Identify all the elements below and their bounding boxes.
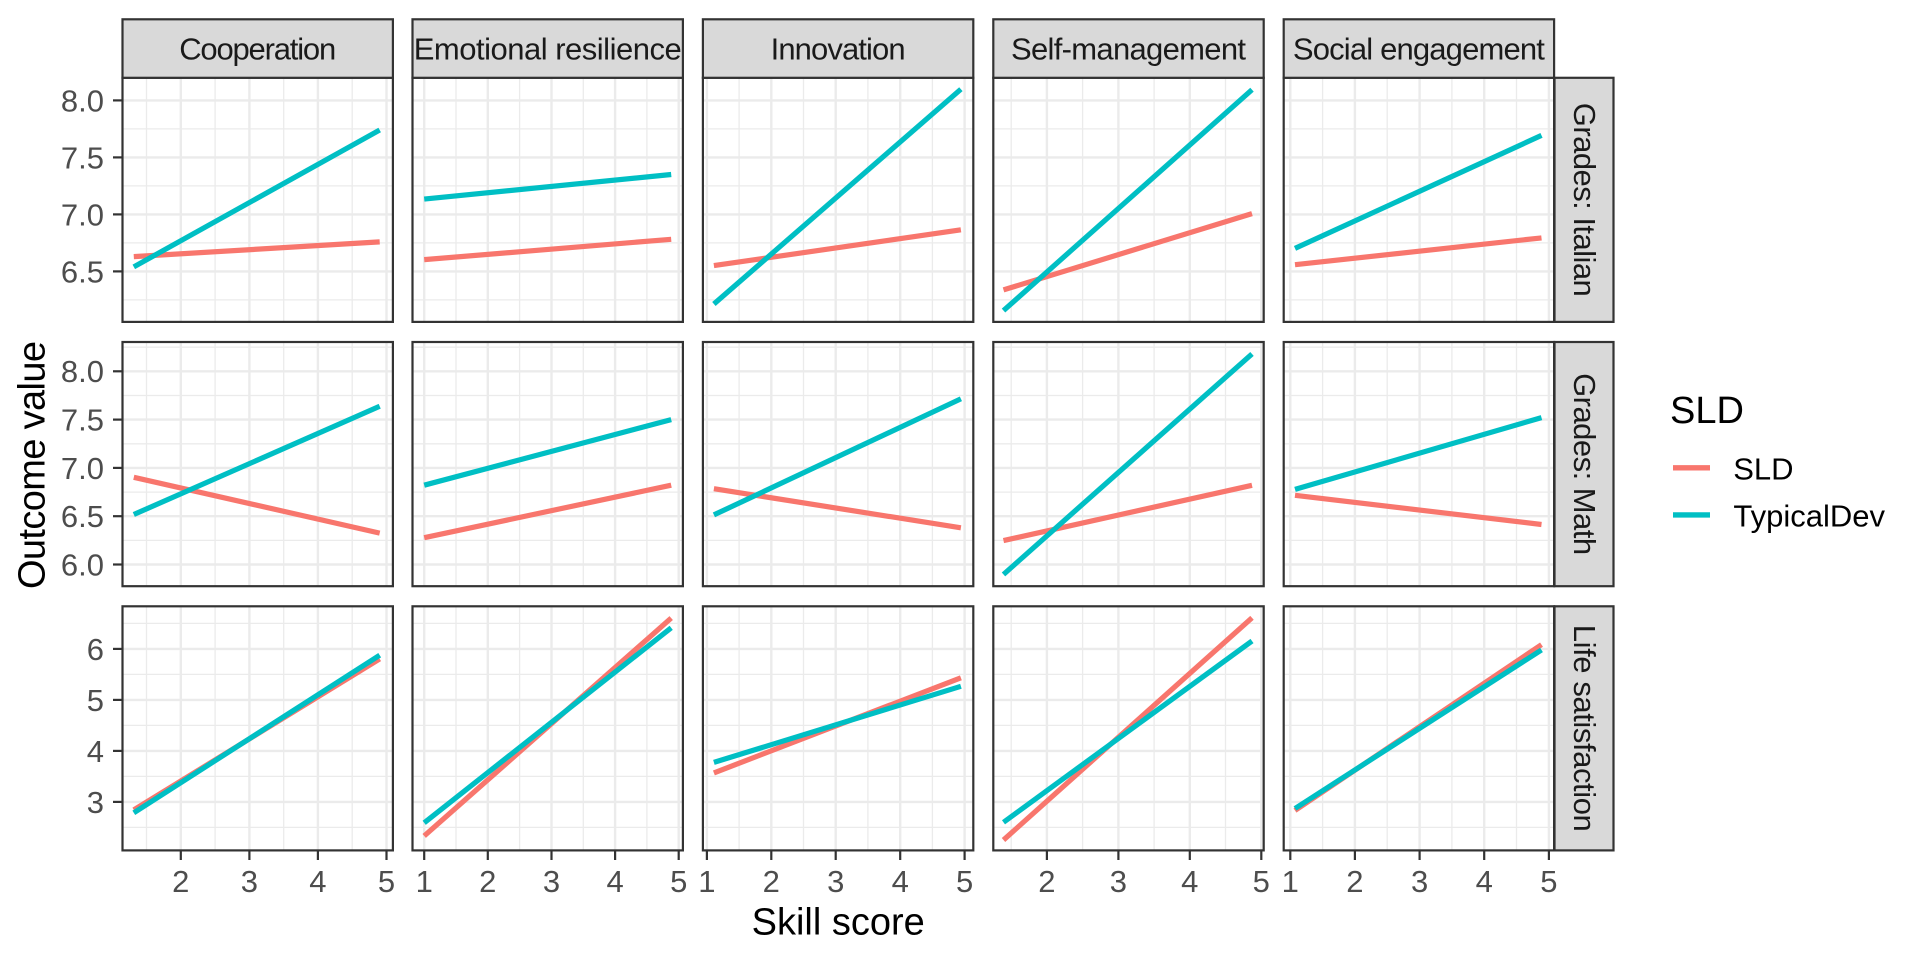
svg-text:3: 3 — [87, 785, 104, 820]
svg-text:7.0: 7.0 — [61, 197, 104, 232]
svg-text:Innovation: Innovation — [771, 32, 906, 67]
svg-text:Grades: Math: Grades: Math — [1567, 373, 1602, 555]
svg-text:3: 3 — [1110, 864, 1127, 899]
svg-text:5: 5 — [956, 864, 973, 899]
svg-text:TypicalDev: TypicalDev — [1733, 498, 1885, 533]
svg-text:4: 4 — [309, 864, 326, 899]
svg-text:2: 2 — [172, 864, 189, 899]
svg-text:3: 3 — [241, 864, 258, 899]
svg-text:4: 4 — [606, 864, 623, 899]
svg-text:5: 5 — [670, 864, 687, 899]
svg-text:Grades: Italian: Grades: Italian — [1567, 103, 1602, 297]
svg-text:7.0: 7.0 — [61, 451, 104, 486]
svg-text:SLD: SLD — [1670, 390, 1744, 432]
svg-text:5: 5 — [1540, 864, 1557, 899]
svg-text:4: 4 — [892, 864, 909, 899]
svg-text:6.5: 6.5 — [61, 499, 104, 534]
svg-text:Outcome value: Outcome value — [12, 341, 54, 589]
svg-text:4: 4 — [1476, 864, 1493, 899]
svg-text:5: 5 — [87, 683, 104, 718]
svg-text:3: 3 — [1411, 864, 1428, 899]
svg-text:2: 2 — [1038, 864, 1055, 899]
svg-text:8.0: 8.0 — [61, 83, 104, 118]
svg-text:2: 2 — [1346, 864, 1363, 899]
svg-text:1: 1 — [1282, 864, 1299, 899]
svg-text:Skill score: Skill score — [752, 901, 925, 943]
svg-text:8.0: 8.0 — [61, 354, 104, 389]
svg-text:2: 2 — [479, 864, 496, 899]
svg-text:2: 2 — [763, 864, 780, 899]
svg-text:Self-management: Self-management — [1011, 32, 1246, 67]
svg-text:7.5: 7.5 — [61, 140, 104, 175]
svg-text:4: 4 — [87, 734, 104, 769]
svg-text:Cooperation: Cooperation — [179, 32, 336, 67]
svg-text:Life satisfaction: Life satisfaction — [1567, 625, 1602, 832]
svg-text:3: 3 — [543, 864, 560, 899]
svg-text:4: 4 — [1181, 864, 1198, 899]
svg-text:1: 1 — [416, 864, 433, 899]
svg-text:6: 6 — [87, 632, 104, 667]
svg-text:6.0: 6.0 — [61, 547, 104, 582]
svg-text:5: 5 — [1253, 864, 1270, 899]
svg-text:5: 5 — [378, 864, 395, 899]
svg-text:1: 1 — [698, 864, 715, 899]
svg-text:6.5: 6.5 — [61, 254, 104, 289]
svg-text:3: 3 — [827, 864, 844, 899]
svg-text:Social engagement: Social engagement — [1293, 32, 1545, 67]
svg-text:Emotional resilience: Emotional resilience — [414, 32, 682, 67]
svg-text:7.5: 7.5 — [61, 403, 104, 438]
svg-text:SLD: SLD — [1733, 452, 1793, 487]
